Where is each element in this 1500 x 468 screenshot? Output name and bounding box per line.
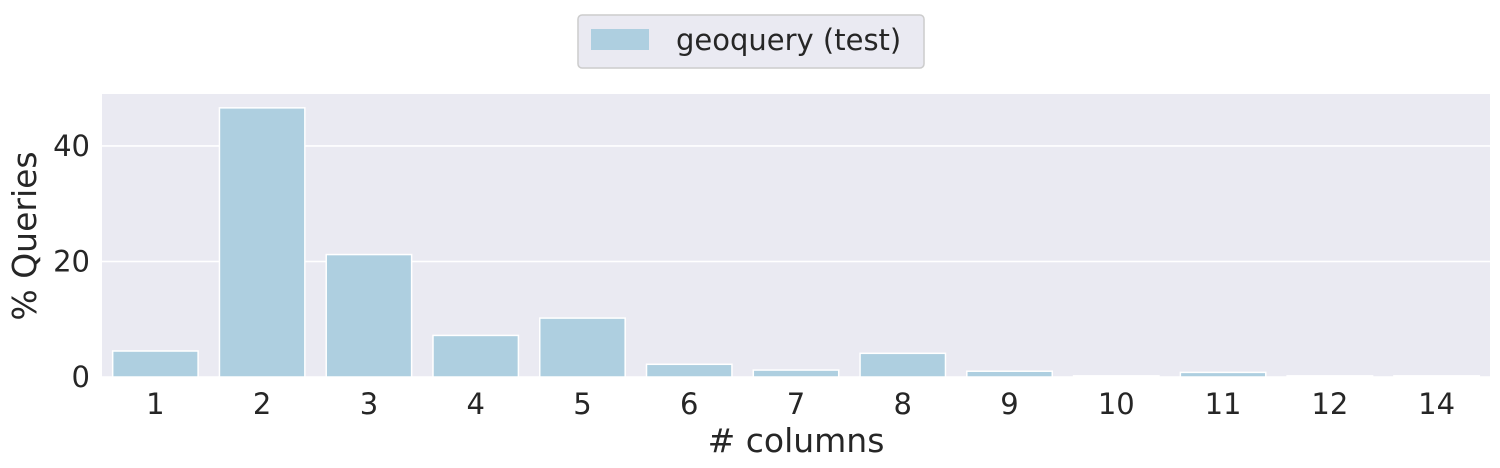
legend-swatch <box>591 29 649 50</box>
bar <box>966 370 1053 378</box>
plot-area <box>102 94 1490 377</box>
y-tick-label: 0 <box>72 360 90 394</box>
y-axis-label: % Queries <box>5 151 44 320</box>
bar <box>859 352 947 378</box>
y-tick-labels: 0 20 40 <box>53 129 90 394</box>
bar <box>432 334 520 378</box>
x-tick-label: 8 <box>894 387 912 421</box>
bar <box>1072 375 1160 378</box>
x-tick-label: 3 <box>360 387 378 421</box>
x-tick-label: 11 <box>1205 387 1242 421</box>
x-tick-label: 10 <box>1098 387 1135 421</box>
bar <box>539 317 626 378</box>
bar <box>218 107 306 378</box>
bar <box>752 369 840 378</box>
x-tick-labels: 1 2 3 4 5 6 7 8 9 10 11 12 14 <box>146 387 1455 421</box>
x-tick-label: 2 <box>253 387 271 421</box>
x-tick-label: 12 <box>1311 387 1348 421</box>
bars <box>111 107 1481 378</box>
bar <box>1179 371 1267 378</box>
x-tick-label: 9 <box>1000 387 1018 421</box>
x-tick-label: 14 <box>1418 387 1455 421</box>
legend-box <box>577 14 925 69</box>
x-tick-label: 1 <box>146 387 164 421</box>
x-tick-label: 4 <box>466 387 484 421</box>
x-tick-label: 7 <box>787 387 805 421</box>
x-tick-label: 5 <box>573 387 591 421</box>
legend-label: geoquery (test) <box>676 23 901 57</box>
x-axis-label: # columns <box>708 421 885 460</box>
y-tick-label: 20 <box>53 244 90 278</box>
bar <box>111 350 199 378</box>
y-tick-label: 40 <box>53 129 90 163</box>
bar <box>325 253 413 378</box>
legend: geoquery (test) <box>577 14 925 69</box>
bar <box>645 363 733 378</box>
x-tick-label: 6 <box>680 387 698 421</box>
bar <box>1286 375 1374 378</box>
bar <box>1393 375 1481 378</box>
